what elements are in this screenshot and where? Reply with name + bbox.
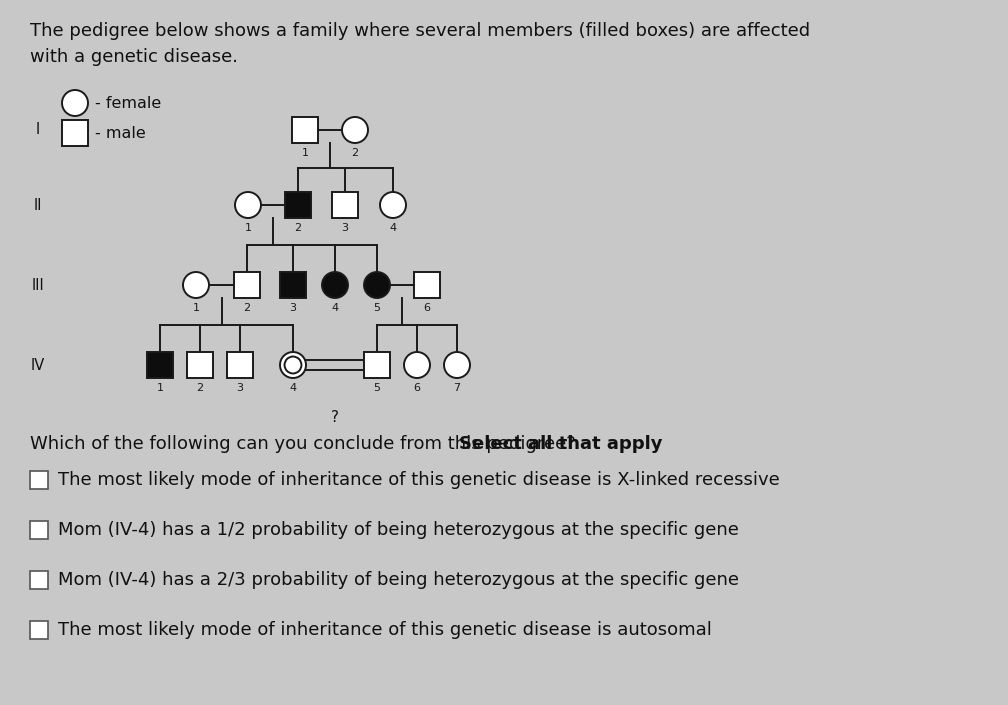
Text: The most likely mode of inheritance of this genetic disease is X-linked recessiv: The most likely mode of inheritance of t… [58, 471, 780, 489]
Text: 3: 3 [237, 383, 244, 393]
Text: IV: IV [31, 357, 45, 372]
Text: 5: 5 [374, 383, 380, 393]
Bar [227, 352, 253, 378]
Circle shape [183, 272, 209, 298]
Bar [30, 471, 48, 489]
Bar [285, 192, 311, 218]
Circle shape [280, 352, 306, 378]
Text: 3: 3 [342, 223, 349, 233]
Bar [332, 192, 358, 218]
Text: 1: 1 [156, 383, 163, 393]
Circle shape [284, 357, 301, 374]
Text: II: II [33, 197, 42, 212]
Bar [30, 621, 48, 639]
Text: 3: 3 [289, 303, 296, 313]
Bar [364, 352, 390, 378]
Text: 7: 7 [454, 383, 461, 393]
Text: - female: - female [95, 95, 161, 111]
Text: 2: 2 [352, 148, 359, 158]
Text: 1: 1 [193, 303, 200, 313]
Text: Which of the following can you conclude from this pedigree?: Which of the following can you conclude … [30, 435, 582, 453]
Text: 2: 2 [294, 223, 301, 233]
Text: The most likely mode of inheritance of this genetic disease is autosomal: The most likely mode of inheritance of t… [58, 621, 712, 639]
Text: 2: 2 [244, 303, 251, 313]
Text: Mom (IV-4) has a 2/3 probability of being heterozygous at the specific gene: Mom (IV-4) has a 2/3 probability of bein… [58, 571, 739, 589]
Text: 6: 6 [423, 303, 430, 313]
Text: Mom (IV-4) has a 1/2 probability of being heterozygous at the specific gene: Mom (IV-4) has a 1/2 probability of bein… [58, 521, 739, 539]
Circle shape [342, 117, 368, 143]
Circle shape [380, 192, 406, 218]
Text: - male: - male [95, 125, 146, 140]
Bar [414, 272, 440, 298]
Text: 5: 5 [374, 303, 380, 313]
Bar [292, 117, 318, 143]
Bar [30, 571, 48, 589]
Bar [187, 352, 213, 378]
Circle shape [364, 272, 390, 298]
Text: The pedigree below shows a family where several members (filled boxes) are affec: The pedigree below shows a family where … [30, 22, 810, 40]
Text: Select all that apply: Select all that apply [459, 435, 662, 453]
Text: 6: 6 [413, 383, 420, 393]
Text: with a genetic disease.: with a genetic disease. [30, 48, 238, 66]
Bar [280, 272, 306, 298]
Text: 4: 4 [389, 223, 396, 233]
Circle shape [235, 192, 261, 218]
Text: ?: ? [331, 410, 339, 425]
Text: 2: 2 [197, 383, 204, 393]
Text: 4: 4 [332, 303, 339, 313]
Text: 1: 1 [301, 148, 308, 158]
Bar [62, 120, 88, 146]
Bar [234, 272, 260, 298]
Bar [30, 521, 48, 539]
Circle shape [62, 90, 88, 116]
Text: 4: 4 [289, 383, 296, 393]
Circle shape [322, 272, 348, 298]
Text: 1: 1 [245, 223, 252, 233]
Circle shape [404, 352, 430, 378]
Bar [147, 352, 173, 378]
Text: I: I [36, 123, 40, 137]
Text: III: III [31, 278, 44, 293]
Circle shape [444, 352, 470, 378]
